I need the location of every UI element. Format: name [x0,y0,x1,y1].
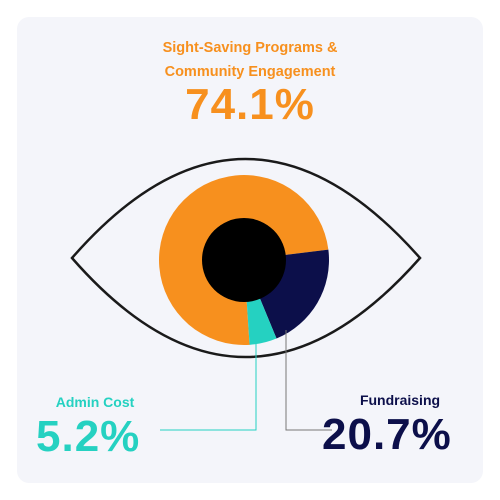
slice-label-fundraising: Fundraising [359,392,441,408]
slice-value-fundraising: 20.7% [322,410,452,459]
leader-line-fundraising [285,330,332,431]
slice-value-programs: 74.1% [185,80,315,129]
pupil [202,218,286,302]
slice-label-programs-line1: Sight-Saving Programs & [162,40,338,56]
slice-value-admin: 5.2% [36,412,141,461]
leader-line-admin [160,338,257,431]
eye-outline [70,157,422,359]
slice-label-programs: Sight-Saving Programs & Community Engage… [120,36,380,84]
slice-label-admin: Admin Cost [55,394,135,410]
slice-label-programs-line2: Community Engagement [164,64,336,80]
